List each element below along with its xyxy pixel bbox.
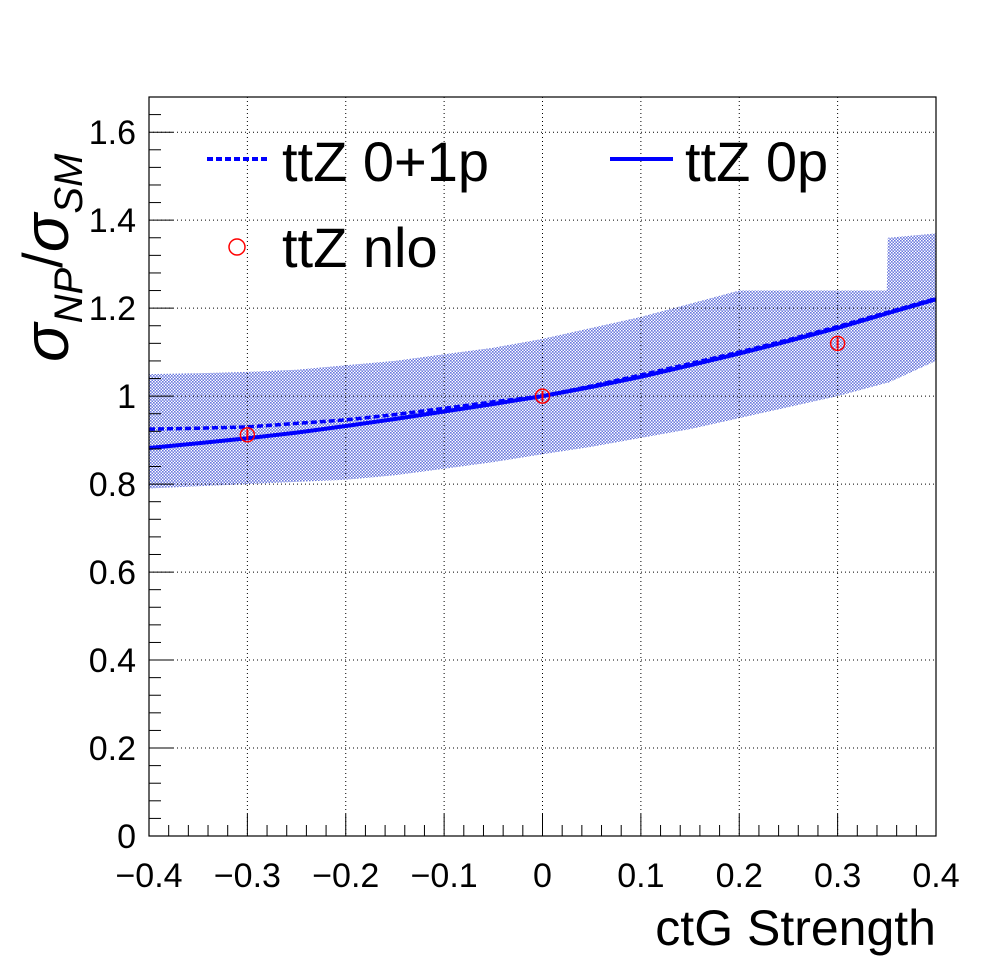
y-tick-label: 0.2 [89,730,136,768]
x-tick-label: −0.2 [312,857,379,895]
nlo-marker [239,427,256,443]
y-axis-slash: / [11,252,74,268]
y-axis-sigma-np: σ [10,321,82,362]
y-tick-label: 1.6 [89,114,136,152]
y-tick-label: 0.4 [89,642,136,680]
axis-layer: −0.4 −0.3 −0.2 −0.1 0 0.1 0.2 0.3 0.4 0 0.2 0.4 0.6 0… [89,96,960,895]
legend-label-ttz-0plus1p: ttZ 0+1p [282,130,489,193]
legend: ttZ 0+1p ttZ 0p ttZ nlo [207,130,828,279]
nlo-marker [829,335,846,352]
y-axis-sub-np: NP [47,268,91,324]
y-tick-label: 0.6 [89,554,136,592]
y-tick-label: 1.4 [89,202,136,240]
x-tick-label: 0.4 [912,857,959,895]
x-tick-label: 0.2 [716,857,763,895]
legend-swatch-ttz-nlo [228,238,246,256]
legend-label-ttz-0p: ttZ 0p [685,130,828,193]
y-axis-sub-sm: SM [47,153,91,214]
y-axis-title: σNP/σSM [10,153,91,362]
x-tick-label: 0.1 [617,857,664,895]
x-tick-label: −0.4 [115,857,182,895]
y-tick-label: 1 [117,378,136,416]
series-layer [148,296,937,450]
y-tick-label: 0 [117,818,136,856]
x-axis-title: ctG Strength [655,900,936,956]
x-tick-label: −0.3 [214,857,281,895]
y-tick-label: 1.2 [89,290,136,328]
y-axis-sigma-sm: σ [10,211,82,252]
nlo-marker [534,388,551,404]
y-tick-label: 0.8 [89,466,136,504]
x-tick-label: 0 [533,857,552,895]
series-line-ttz-0plus1p [148,296,937,431]
x-tick-label: 0.3 [814,857,861,895]
legend-label-ttz-nlo: ttZ nlo [282,216,438,279]
x-tick-label: −0.1 [411,857,478,895]
